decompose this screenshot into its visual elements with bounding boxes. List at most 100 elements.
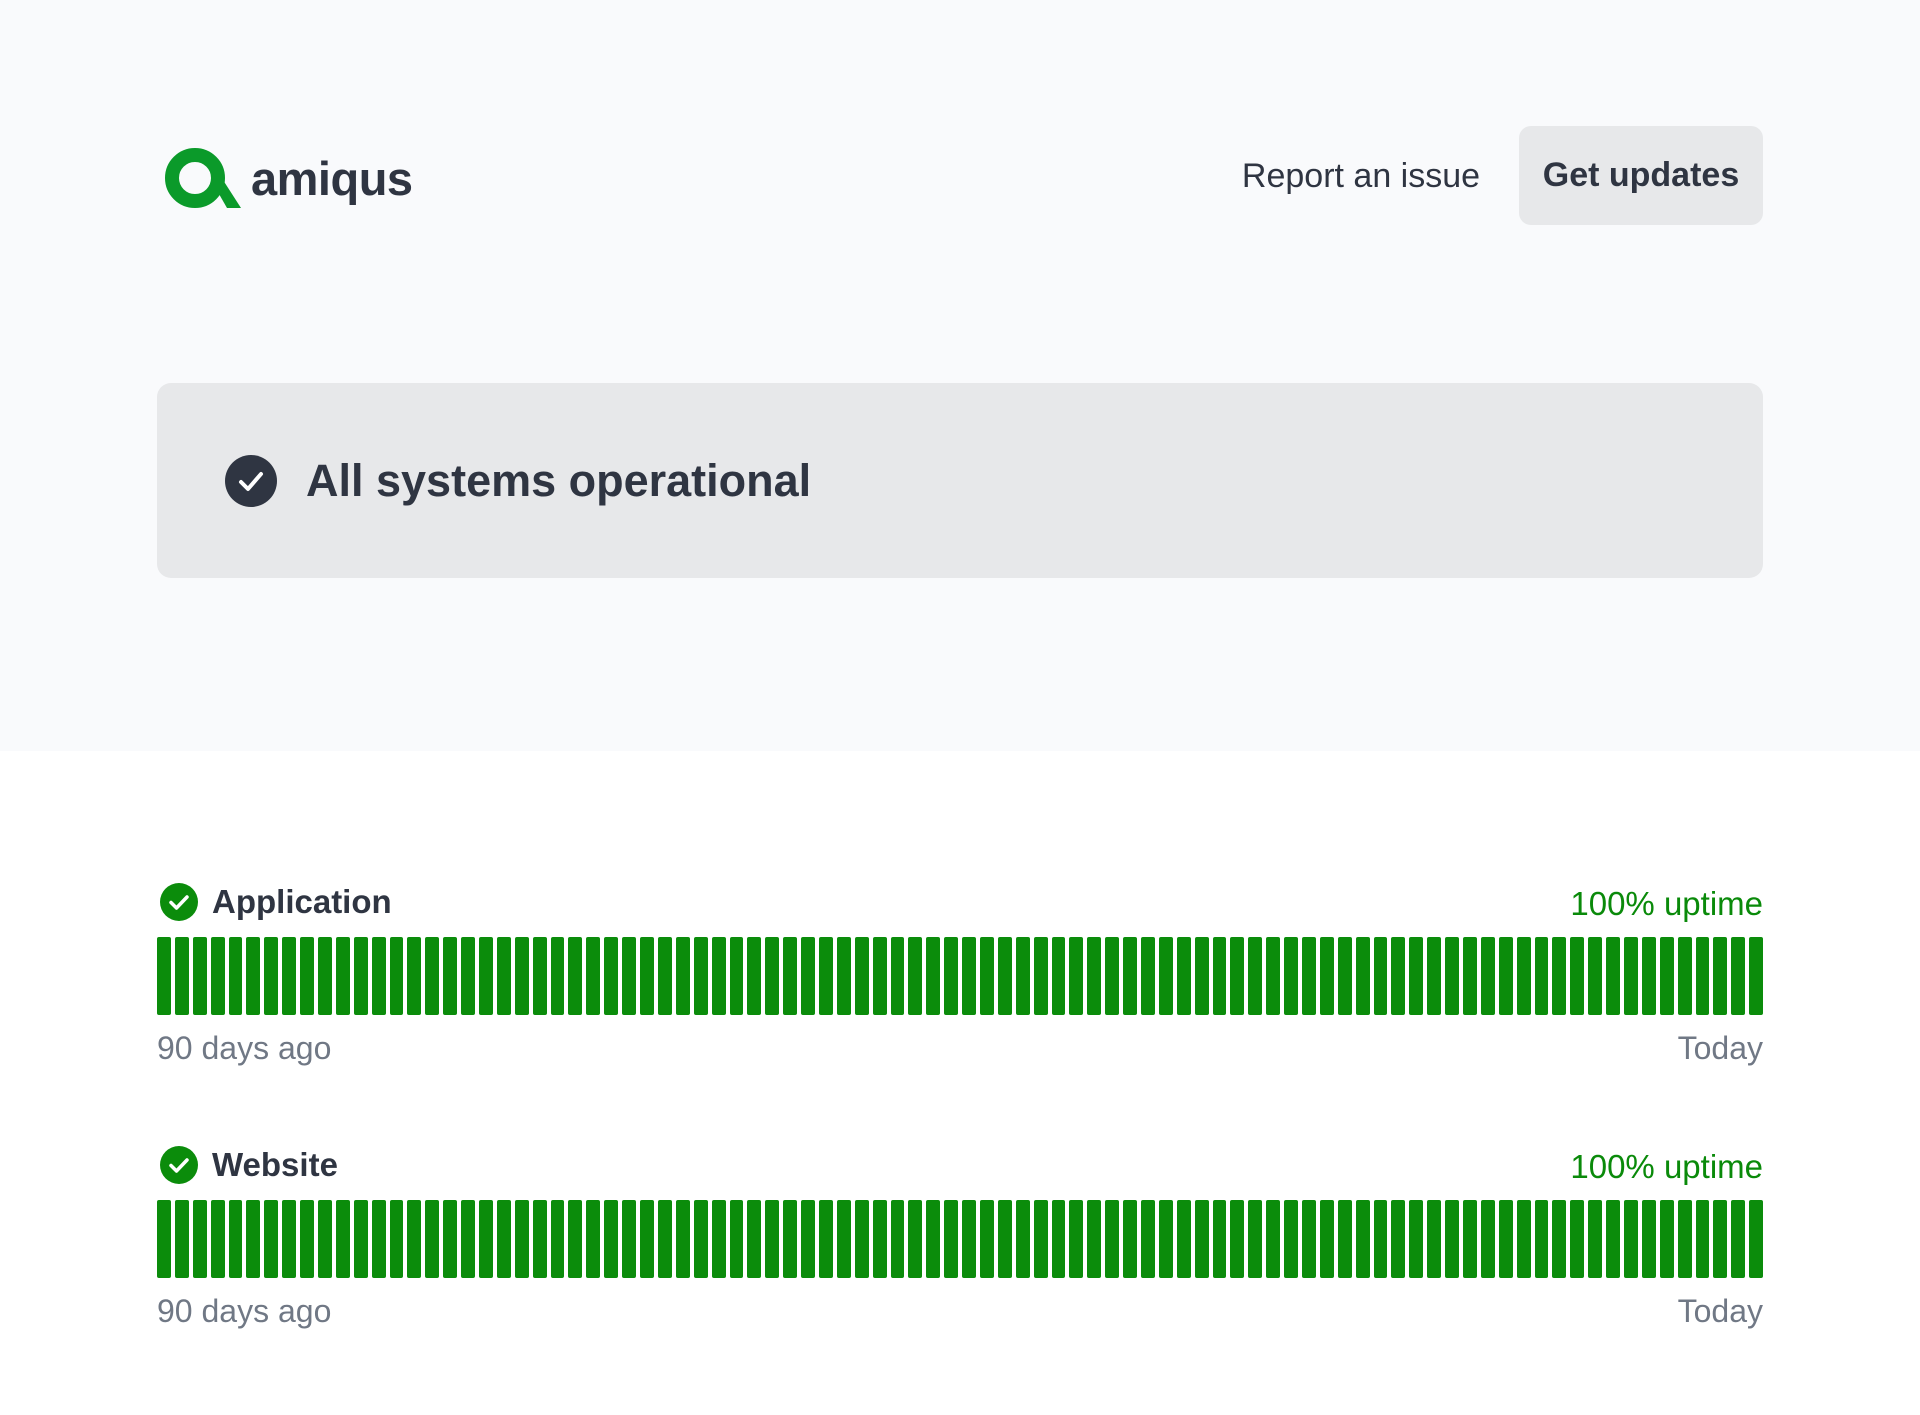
uptime-day-bar[interactable] — [1516, 937, 1531, 1015]
uptime-day-bar[interactable] — [407, 937, 422, 1015]
uptime-day-bar[interactable] — [425, 937, 440, 1015]
uptime-day-bar[interactable] — [1409, 1200, 1424, 1278]
uptime-day-bar[interactable] — [622, 1200, 637, 1278]
uptime-day-bar[interactable] — [1552, 937, 1567, 1015]
uptime-day-bar[interactable] — [604, 937, 619, 1015]
uptime-day-bar[interactable] — [318, 1200, 332, 1278]
uptime-day-bar[interactable] — [1606, 1200, 1621, 1278]
uptime-day-bar[interactable] — [1015, 1200, 1030, 1278]
uptime-day-bar[interactable] — [640, 937, 654, 1015]
uptime-day-bar[interactable] — [1534, 937, 1549, 1015]
uptime-day-bar[interactable] — [1302, 1200, 1316, 1278]
uptime-day-bar[interactable] — [997, 937, 1012, 1015]
uptime-day-bar[interactable] — [1713, 1200, 1728, 1278]
uptime-day-bar[interactable] — [1731, 1200, 1746, 1278]
uptime-day-bar[interactable] — [1176, 937, 1191, 1015]
uptime-day-bar[interactable] — [944, 937, 959, 1015]
uptime-day-bar[interactable] — [818, 1200, 833, 1278]
uptime-day-bar[interactable] — [1641, 1200, 1656, 1278]
uptime-day-bar[interactable] — [1266, 1200, 1281, 1278]
uptime-day-bar[interactable] — [890, 937, 905, 1015]
uptime-day-bar[interactable] — [1248, 1200, 1263, 1278]
uptime-day-bar[interactable] — [926, 1200, 941, 1278]
uptime-day-bar[interactable] — [1731, 937, 1746, 1015]
uptime-day-bar[interactable] — [210, 1200, 225, 1278]
uptime-day-bar[interactable] — [282, 1200, 297, 1278]
uptime-day-bar[interactable] — [532, 937, 547, 1015]
uptime-day-bar[interactable] — [836, 937, 851, 1015]
uptime-day-bar[interactable] — [640, 1200, 654, 1278]
uptime-day-bar[interactable] — [979, 937, 994, 1015]
uptime-day-bar[interactable] — [944, 1200, 959, 1278]
uptime-day-bar[interactable] — [1624, 937, 1638, 1015]
uptime-day-bar[interactable] — [729, 937, 744, 1015]
uptime-day-bar[interactable] — [1498, 1200, 1513, 1278]
amiqus-logo[interactable]: amiqus — [165, 146, 413, 210]
uptime-day-bar[interactable] — [1641, 937, 1656, 1015]
uptime-day-bar[interactable] — [192, 1200, 207, 1278]
uptime-day-bar[interactable] — [1230, 1200, 1245, 1278]
uptime-day-bar[interactable] — [1176, 1200, 1191, 1278]
uptime-day-bar[interactable] — [1319, 937, 1334, 1015]
uptime-day-bar[interactable] — [1588, 937, 1603, 1015]
uptime-day-bar[interactable] — [371, 937, 386, 1015]
uptime-day-bar[interactable] — [1463, 1200, 1477, 1278]
uptime-day-bar[interactable] — [479, 937, 493, 1015]
uptime-day-bar[interactable] — [318, 937, 332, 1015]
uptime-day-bar[interactable] — [1480, 1200, 1495, 1278]
uptime-day-bar[interactable] — [335, 1200, 350, 1278]
uptime-day-bar[interactable] — [818, 937, 833, 1015]
uptime-day-bar[interactable] — [1749, 1200, 1764, 1278]
uptime-day-bar[interactable] — [1212, 937, 1227, 1015]
uptime-day-bar[interactable] — [962, 1200, 976, 1278]
uptime-day-bar[interactable] — [783, 1200, 798, 1278]
uptime-day-bar[interactable] — [783, 937, 798, 1015]
uptime-day-bar[interactable] — [1123, 1200, 1137, 1278]
report-issue-link[interactable]: Report an issue — [1241, 156, 1481, 195]
uptime-day-bar[interactable] — [1570, 1200, 1585, 1278]
uptime-day-bar[interactable] — [264, 937, 279, 1015]
uptime-day-bar[interactable] — [300, 1200, 315, 1278]
uptime-day-bar[interactable] — [854, 1200, 869, 1278]
uptime-day-bar[interactable] — [801, 1200, 815, 1278]
uptime-day-bar[interactable] — [657, 937, 672, 1015]
uptime-day-bar[interactable] — [1230, 937, 1245, 1015]
uptime-day-bar[interactable] — [246, 937, 261, 1015]
uptime-day-bar[interactable] — [1427, 937, 1442, 1015]
uptime-day-bar[interactable] — [1552, 1200, 1567, 1278]
uptime-day-bar[interactable] — [1427, 1200, 1442, 1278]
uptime-day-bar[interactable] — [1212, 1200, 1227, 1278]
uptime-day-bar[interactable] — [1284, 1200, 1298, 1278]
uptime-day-bar[interactable] — [389, 1200, 404, 1278]
uptime-day-bar[interactable] — [1355, 937, 1370, 1015]
uptime-day-bar[interactable] — [657, 1200, 672, 1278]
uptime-day-bar[interactable] — [228, 937, 243, 1015]
component-name[interactable]: Application — [212, 883, 392, 920]
uptime-day-bar[interactable] — [389, 937, 404, 1015]
uptime-day-bar[interactable] — [264, 1200, 279, 1278]
uptime-day-bar[interactable] — [568, 937, 583, 1015]
uptime-day-bar[interactable] — [854, 937, 869, 1015]
uptime-day-bar[interactable] — [1140, 1200, 1155, 1278]
uptime-day-bar[interactable] — [1516, 1200, 1531, 1278]
uptime-day-bar[interactable] — [1624, 1200, 1638, 1278]
uptime-day-bar[interactable] — [693, 1200, 708, 1278]
uptime-day-bar[interactable] — [1659, 1200, 1674, 1278]
component-name[interactable]: Website — [212, 1146, 338, 1183]
uptime-day-bar[interactable] — [1105, 937, 1120, 1015]
uptime-day-bar[interactable] — [461, 1200, 476, 1278]
uptime-day-bar[interactable] — [1677, 1200, 1692, 1278]
uptime-day-bar[interactable] — [1105, 1200, 1120, 1278]
uptime-day-bar[interactable] — [514, 937, 529, 1015]
uptime-day-bar[interactable] — [1606, 937, 1621, 1015]
uptime-day-bar[interactable] — [962, 937, 976, 1015]
uptime-day-bar[interactable] — [747, 937, 762, 1015]
uptime-day-bar[interactable] — [1158, 1200, 1173, 1278]
uptime-day-bar[interactable] — [997, 1200, 1012, 1278]
uptime-day-bar[interactable] — [711, 1200, 726, 1278]
uptime-day-bar[interactable] — [1051, 937, 1066, 1015]
uptime-day-bar[interactable] — [514, 1200, 529, 1278]
uptime-day-bar[interactable] — [1087, 937, 1102, 1015]
uptime-day-bar[interactable] — [1087, 1200, 1102, 1278]
uptime-day-bar[interactable] — [622, 937, 637, 1015]
